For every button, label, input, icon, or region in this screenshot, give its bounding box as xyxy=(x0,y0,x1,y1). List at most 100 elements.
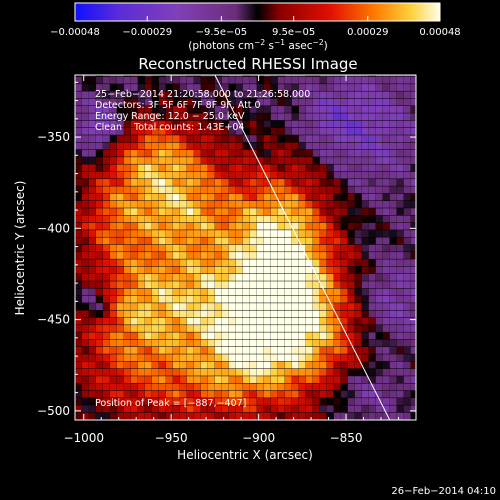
heatmap-pixel xyxy=(354,259,362,267)
heatmap-pixel xyxy=(410,76,416,84)
heatmap-pixel xyxy=(81,354,89,362)
heatmap-pixel xyxy=(200,237,208,245)
heatmap-pixel xyxy=(284,179,292,186)
heatmap-pixel xyxy=(207,376,215,383)
heatmap-pixel xyxy=(158,295,166,303)
heatmap-pixel xyxy=(319,295,327,303)
heatmap-pixel xyxy=(102,354,110,362)
heatmap-pixel xyxy=(305,295,313,303)
heatmap-pixel xyxy=(123,91,131,99)
heatmap-pixel xyxy=(305,368,313,376)
heatmap-pixel xyxy=(214,361,222,369)
heatmap-pixel xyxy=(361,135,369,143)
heatmap-pixel xyxy=(179,222,187,230)
heatmap-pixel xyxy=(207,208,215,216)
heatmap-pixel xyxy=(137,200,145,208)
heatmap-pixel xyxy=(242,127,250,135)
heatmap-pixel xyxy=(228,113,236,121)
heatmap-pixel xyxy=(221,127,229,135)
heatmap-pixel xyxy=(312,405,320,413)
heatmap-pixel xyxy=(95,200,103,208)
heatmap-pixel xyxy=(396,171,404,179)
heatmap-pixel xyxy=(340,354,348,362)
heatmap-pixel xyxy=(319,208,327,216)
heatmap-pixel xyxy=(158,237,166,245)
heatmap-pixel xyxy=(249,135,257,143)
heatmap-pixel xyxy=(193,135,201,143)
heatmap-pixel xyxy=(368,405,376,413)
heatmap-pixel xyxy=(256,91,264,99)
heatmap-pixel xyxy=(361,281,369,289)
heatmap-pixel xyxy=(305,237,313,245)
heatmap-pixel xyxy=(116,244,124,252)
heatmap-pixel xyxy=(403,288,411,296)
heatmap-pixel xyxy=(88,339,96,347)
heatmap-pixel xyxy=(200,376,208,383)
heatmap-pixel xyxy=(242,113,250,121)
heatmap-pixel xyxy=(151,273,159,281)
heatmap-pixel xyxy=(396,368,404,376)
heatmap-pixel xyxy=(396,84,404,91)
heatmap-pixel xyxy=(277,346,285,354)
heatmap-pixel xyxy=(137,120,145,128)
heatmap-pixel xyxy=(403,361,411,369)
heatmap-pixel xyxy=(102,281,110,289)
heatmap-pixel xyxy=(368,91,376,99)
heatmap-pixel xyxy=(263,171,271,179)
heatmap-pixel xyxy=(172,346,180,354)
heatmap-pixel xyxy=(326,157,334,164)
heatmap-pixel xyxy=(347,346,355,354)
heatmap-pixel xyxy=(291,142,299,150)
heatmap-pixel xyxy=(102,288,110,296)
heatmap-pixel xyxy=(270,266,278,274)
heatmap-pixel xyxy=(291,368,299,376)
heatmap-pixel xyxy=(95,259,103,267)
heatmap-pixel xyxy=(235,339,243,347)
heatmap-pixel xyxy=(270,383,278,391)
heatmap-pixel xyxy=(263,259,271,267)
heatmap-pixel xyxy=(221,106,229,113)
heatmap-pixel xyxy=(235,113,243,121)
heatmap-pixel xyxy=(242,98,250,106)
heatmap-pixel xyxy=(172,405,180,413)
heatmap-pixel xyxy=(123,142,131,150)
heatmap-pixel xyxy=(151,405,159,413)
heatmap-pixel xyxy=(179,91,187,99)
heatmap-pixel xyxy=(207,405,215,413)
heatmap-pixel xyxy=(102,368,110,376)
heatmap-pixel xyxy=(312,208,320,216)
heatmap-pixel xyxy=(123,383,131,391)
heatmap-pixel xyxy=(368,193,376,201)
heatmap-pixel xyxy=(277,339,285,347)
heatmap-pixel xyxy=(291,398,299,405)
heatmap-pixel xyxy=(75,149,82,157)
heatmap-pixel xyxy=(109,208,117,216)
heatmap-pixel xyxy=(291,310,299,318)
heatmap-pixel xyxy=(207,398,215,405)
heatmap-pixel xyxy=(75,193,82,201)
heatmap-pixel xyxy=(326,222,334,230)
heatmap-pixel xyxy=(326,390,334,398)
heatmap-pixel xyxy=(340,193,348,201)
heatmap-pixel xyxy=(75,200,82,208)
heatmap-pixel xyxy=(263,113,271,121)
heatmap-pixel xyxy=(144,75,152,77)
heatmap-pixel xyxy=(340,84,348,91)
heatmap-pixel xyxy=(389,186,397,194)
heatmap-pixel xyxy=(403,259,411,267)
heatmap-pixel xyxy=(249,237,257,245)
heatmap-pixel xyxy=(333,222,341,230)
heatmap-pixel xyxy=(347,398,355,405)
heatmap-pixel xyxy=(179,113,187,121)
heatmap-pixel xyxy=(361,84,369,91)
heatmap-pixel xyxy=(214,208,222,216)
heatmap-pixel xyxy=(354,84,362,91)
heatmap-pixel xyxy=(123,106,131,113)
heatmap-pixel xyxy=(221,266,229,274)
heatmap-pixel xyxy=(228,295,236,303)
heatmap-pixel xyxy=(284,127,292,135)
heatmap-pixel xyxy=(151,157,159,164)
heatmap-pixel xyxy=(368,149,376,157)
heatmap-pixel xyxy=(312,383,320,391)
heatmap-pixel xyxy=(242,142,250,150)
